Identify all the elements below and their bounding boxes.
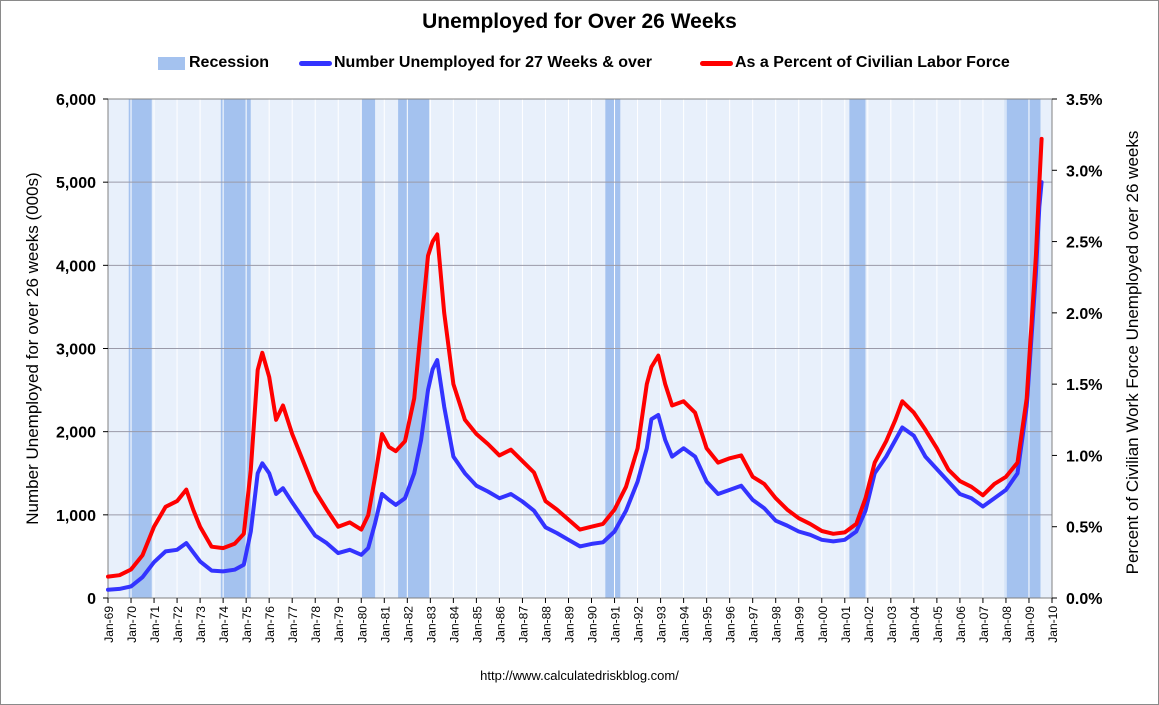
x-tick-label: Jan-05 xyxy=(931,606,945,643)
y2-tick-label: 2.5% xyxy=(1066,235,1102,252)
legend-item-recession: Recession xyxy=(158,54,269,72)
x-tick-label: Jan-70 xyxy=(125,606,139,643)
x-tick-label: Jan-79 xyxy=(332,606,346,643)
x-tick-label: Jan-69 xyxy=(102,606,116,643)
legend-swatch-number xyxy=(299,60,332,66)
x-tick-label: Jan-82 xyxy=(401,606,415,643)
x-tick-label: Jan-07 xyxy=(977,606,991,643)
y2-tick-label: 1.0% xyxy=(1066,448,1102,465)
y-tick-label: 1,000 xyxy=(56,508,96,525)
y-tick-label: 3,000 xyxy=(56,342,96,359)
y2-tick-label: 1.5% xyxy=(1066,377,1102,394)
x-tick-label: Jan-94 xyxy=(678,606,692,643)
x-tick-label: Jan-83 xyxy=(424,606,438,643)
x-tick-label: Jan-01 xyxy=(839,606,853,643)
y2-tick-label: 2.0% xyxy=(1066,306,1102,323)
x-tick-label: Jan-75 xyxy=(240,606,254,643)
legend-swatch-recession xyxy=(158,56,185,70)
x-tick-label: Jan-81 xyxy=(378,606,392,643)
x-tick-label: Jan-80 xyxy=(355,606,369,643)
y2-tick-label: 0.0% xyxy=(1066,591,1102,608)
y-tick-label: 4,000 xyxy=(56,258,96,275)
x-tick-label: Jan-98 xyxy=(770,606,784,643)
source-url: http://www.calculatedriskblog.com/ xyxy=(480,668,679,683)
legend-label-recession: Recession xyxy=(189,54,270,71)
x-tick-label: Jan-97 xyxy=(747,606,761,643)
x-tick-label: Jan-93 xyxy=(655,606,669,643)
x-tick-label: Jan-96 xyxy=(724,606,738,643)
x-tick-label: Jan-86 xyxy=(493,606,507,643)
x-tick-label: Jan-88 xyxy=(539,606,553,643)
y2-tick-label: 0.5% xyxy=(1066,520,1102,537)
y-axis-title: Number Unemployed for over 26 weeks (000… xyxy=(23,172,42,524)
legend-label-number: Number Unemployed for 27 Weeks & over xyxy=(334,54,653,71)
x-tick-label: Jan-09 xyxy=(1023,606,1037,643)
x-tick-label: Jan-92 xyxy=(632,606,646,643)
x-tick-label: Jan-91 xyxy=(609,606,623,643)
x-tick-label: Jan-87 xyxy=(516,606,530,643)
x-tick-label: Jan-78 xyxy=(309,606,323,643)
x-tick-label: Jan-99 xyxy=(793,606,807,643)
x-tick-label: Jan-71 xyxy=(148,606,162,643)
y2-tick-label: 3.5% xyxy=(1066,92,1102,109)
x-tick-label: Jan-74 xyxy=(217,606,231,643)
x-tick-label: Jan-76 xyxy=(263,606,277,643)
y-tick-label: 6,000 xyxy=(56,92,96,109)
y2-tick-label: 3.0% xyxy=(1066,163,1102,180)
x-tick-label: Jan-08 xyxy=(1000,606,1014,643)
x-tick-label: Jan-04 xyxy=(908,606,922,643)
x-tick-label: Jan-06 xyxy=(954,606,968,643)
x-tick-label: Jan-02 xyxy=(862,606,876,643)
legend-item-number: Number Unemployed for 27 Weeks & over xyxy=(299,54,652,72)
series-line-percent-labor-force xyxy=(106,136,1044,579)
x-tick-label: Jan-03 xyxy=(885,606,899,643)
series-line-number-unemployed xyxy=(106,180,1044,592)
y-tick-label: 5,000 xyxy=(56,175,96,192)
x-tick-label: Jan-00 xyxy=(816,606,830,643)
y2-axis-title: Percent of Civilian Work Force Unemploye… xyxy=(1123,131,1142,575)
x-tick-label: Jan-95 xyxy=(701,606,715,643)
x-tick-label: Jan-73 xyxy=(194,606,208,643)
chart-title: Unemployed for Over 26 Weeks xyxy=(422,10,737,33)
x-tick-label: Jan-85 xyxy=(470,606,484,643)
x-tick-label: Jan-10 xyxy=(1046,606,1060,643)
y-tick-label: 2,000 xyxy=(56,425,96,442)
chart-legend: Recession Number Unemployed for 27 Weeks… xyxy=(0,54,1159,78)
x-tick-label: Jan-84 xyxy=(447,606,461,643)
legend-item-percent: As a Percent of Civilian Labor Force xyxy=(700,54,1010,72)
x-tick-label: Jan-90 xyxy=(586,606,600,643)
legend-label-percent: As a Percent of Civilian Labor Force xyxy=(735,54,1010,71)
y-tick-label: 0 xyxy=(87,591,96,608)
x-tick-label: Jan-72 xyxy=(171,606,185,643)
x-tick-label: Jan-89 xyxy=(562,606,576,643)
legend-swatch-percent xyxy=(700,60,733,66)
x-tick-label: Jan-77 xyxy=(286,606,300,643)
